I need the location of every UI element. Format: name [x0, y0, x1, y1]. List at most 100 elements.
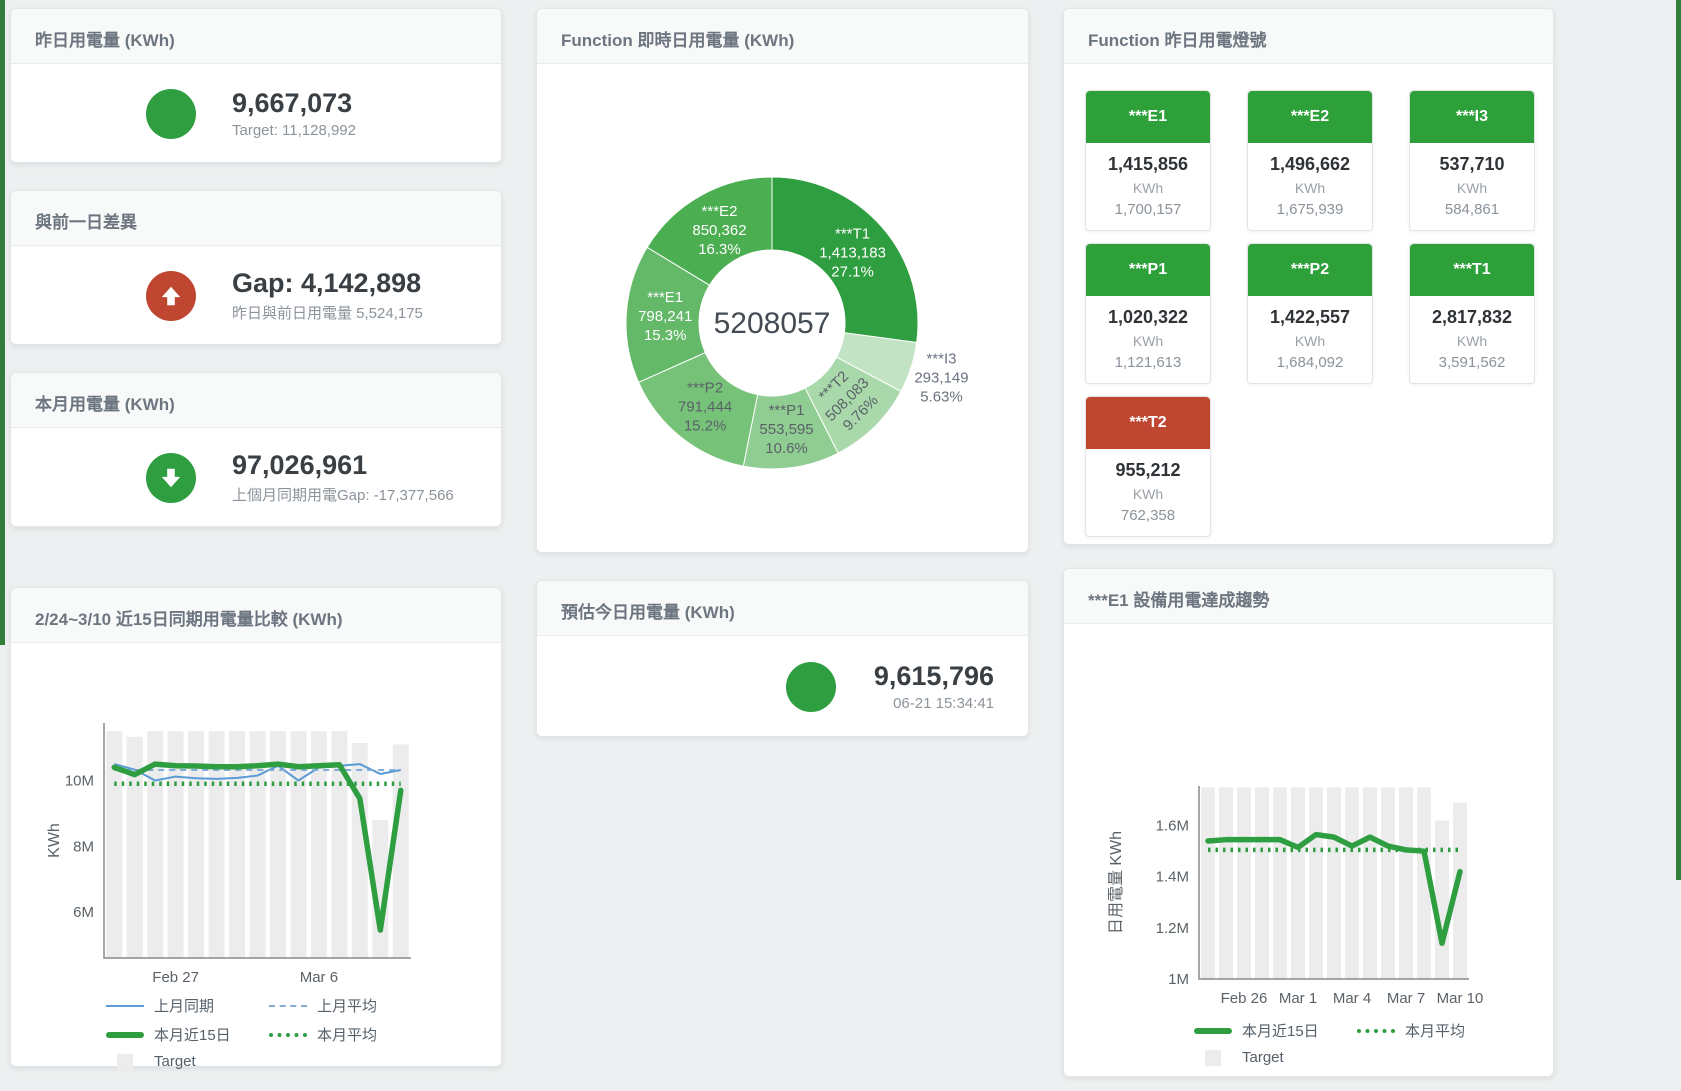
- tile-status-header: ***E2: [1248, 91, 1372, 143]
- svg-text:798,241: 798,241: [638, 308, 692, 325]
- svg-text:Mar 6: Mar 6: [300, 969, 338, 986]
- card-body: 97,026,961 上個月同期用電Gap: -17,377,566: [11, 428, 501, 527]
- status-circle-icon: [146, 88, 196, 139]
- donut-slice-E2[interactable]: [646, 176, 773, 286]
- svg-text:1.6M: 1.6M: [1156, 818, 1189, 835]
- legend-label: Target: [154, 1053, 196, 1070]
- compare-line-chart: 6M 8M 10M Feb 27 Mar 6 KWh: [46, 723, 411, 986]
- svg-text:Mar 10: Mar 10: [1437, 990, 1484, 1007]
- card-body: ***E1 1,415,856 KWh 1,700,157 ***E2 1,496,662…: [1064, 64, 1553, 537]
- card-realtime-donut: Function 即時日用電量 (KWh) ***T1 1,413,183 27.1…: [536, 8, 1029, 553]
- tile-value: 537,710: [1439, 154, 1505, 174]
- light-tile-I3: ***I3 537,710 KWh 584,861: [1409, 90, 1535, 231]
- svg-text:791,444: 791,444: [678, 399, 732, 416]
- svg-text:Mar 7: Mar 7: [1387, 990, 1425, 1007]
- svg-text:日用電量 KWh: 日用電量 KWh: [1108, 831, 1125, 934]
- svg-text:850,362: 850,362: [692, 222, 746, 239]
- tile-status-header: ***T2: [1086, 397, 1210, 449]
- svg-text:1.2M: 1.2M: [1156, 920, 1189, 937]
- card-estimate-today: 預估今日用電量 (KWh) 9,615,796 06-21 15:34:41: [536, 580, 1029, 737]
- svg-text:***E2: ***E2: [702, 203, 738, 220]
- kpi-subtitle: Target: 11,128,992: [232, 122, 356, 140]
- tile-body: 955,212 KWh 762,358: [1086, 449, 1210, 536]
- svg-text:1,413,183: 1,413,183: [819, 245, 886, 262]
- light-tile-E2: ***E2 1,496,662 KWh 1,675,939: [1247, 90, 1373, 231]
- light-tile-E1: ***E1 1,415,856 KWh 1,700,157: [1085, 90, 1211, 231]
- tile-unit: KWh: [1456, 180, 1488, 196]
- card-title: 本月用電量 (KWh): [11, 373, 501, 428]
- legend-item-本月平均[interactable]: 本月平均: [1357, 1020, 1520, 1041]
- light-tile-P2: ***P2 1,422,557 KWh 1,684,092: [1247, 243, 1373, 384]
- tile-target: 3,591,562: [1438, 354, 1506, 371]
- dashboard-grid: 昨日用電量 (KWh) 9,667,073 Target: 11,128,992…: [10, 8, 1554, 1077]
- svg-text:Feb 26: Feb 26: [1221, 990, 1268, 1007]
- middle-column: Function 即時日用電量 (KWh) ***T1 1,413,183 27.1…: [536, 8, 1029, 1077]
- down-arrow-icon: [146, 452, 196, 503]
- right-column: Function 昨日用電燈號 ***E1 1,415,856 KWh 1,700,1…: [1063, 8, 1554, 1077]
- donut-slice-T1[interactable]: [771, 176, 919, 344]
- svg-text:15.2%: 15.2%: [684, 418, 727, 435]
- tile-unit: KWh: [1294, 180, 1326, 196]
- legend-item-本月近15日[interactable]: 本月近15日: [1194, 1020, 1357, 1041]
- kpi-value: 9,667,073: [232, 87, 353, 118]
- svg-text:***E1: ***E1: [647, 289, 683, 306]
- legend-swatch-icon: [1357, 1028, 1395, 1033]
- tile-body: 2,817,832 KWh 3,591,562: [1410, 296, 1534, 383]
- svg-text:293,149: 293,149: [914, 369, 968, 386]
- svg-text:1M: 1M: [1168, 971, 1189, 988]
- card-yesterday-usage: 昨日用電量 (KWh) 9,667,073 Target: 11,128,992: [10, 8, 502, 163]
- svg-text:Mar 1: Mar 1: [1279, 990, 1317, 1007]
- card-title: 與前一日差異: [11, 191, 501, 246]
- kpi-value: Gap: 4,142,898: [232, 267, 422, 298]
- svg-text:10.6%: 10.6%: [765, 440, 808, 457]
- legend-label: 上月同期: [154, 998, 215, 1015]
- card-body: 9,615,796 06-21 15:34:41: [537, 636, 1028, 737]
- legend-item-上月同期[interactable]: 上月同期: [106, 995, 269, 1016]
- legend-swatch-icon: [106, 1004, 144, 1007]
- light-tile-T1: ***T1 2,817,832 KWh 3,591,562: [1409, 243, 1535, 384]
- tile-body: 537,710 KWh 584,861: [1410, 143, 1534, 230]
- donut-slice-label: ***P1 553,595 10.6%: [759, 402, 813, 457]
- donut-slice-label: ***P2 791,444 15.2%: [678, 380, 732, 435]
- series-上月同期: [113, 763, 401, 782]
- legend-item-上月平均[interactable]: 上月平均: [269, 995, 432, 1016]
- card-month-usage: 本月用電量 (KWh) 97,026,961 上個月同期用電Gap: -17,3…: [10, 372, 502, 527]
- donut-slice-label: ***E2 850,362 16.3%: [692, 203, 746, 258]
- tile-unit: KWh: [1132, 486, 1164, 502]
- svg-text:8M: 8M: [73, 838, 94, 855]
- donut-slice-label: ***I3 293,149 5.63%: [914, 350, 968, 405]
- legend-item-Target[interactable]: Target: [1194, 1049, 1357, 1066]
- card-lights-panel: Function 昨日用電燈號 ***E1 1,415,856 KWh 1,700,1…: [1063, 8, 1554, 545]
- svg-text:***T1: ***T1: [835, 226, 870, 243]
- svg-text:5.63%: 5.63%: [920, 388, 963, 405]
- light-tile-P1: ***P1 1,020,322 KWh 1,121,613: [1085, 243, 1211, 384]
- svg-text:553,595: 553,595: [759, 421, 813, 438]
- tile-body: 1,422,557 KWh 1,684,092: [1248, 296, 1372, 383]
- card-title: ***E1 設備用電達成趨勢: [1064, 569, 1553, 624]
- right-edge-strip: [1676, 0, 1681, 880]
- svg-text:15.3%: 15.3%: [644, 327, 687, 344]
- card-title: 2/24~3/10 近15日同期用電量比較 (KWh): [11, 588, 501, 643]
- legend-item-本月平均[interactable]: 本月平均: [269, 1024, 432, 1045]
- legend-swatch-icon: [1205, 1049, 1221, 1066]
- tile-target: 1,684,092: [1276, 354, 1344, 371]
- tile-target: 762,358: [1120, 507, 1176, 524]
- card-title: Function 昨日用電燈號: [1064, 9, 1553, 64]
- left-column: 昨日用電量 (KWh) 9,667,073 Target: 11,128,992…: [10, 8, 502, 1077]
- legend-swatch-icon: [117, 1053, 133, 1070]
- tile-body: 1,496,662 KWh 1,675,939: [1248, 143, 1372, 230]
- left-edge-strip: [0, 0, 5, 645]
- legend-item-Target[interactable]: Target: [106, 1053, 269, 1070]
- card-trend-chart: ***E1 設備用電達成趨勢 1M 1.2M 1.4M 1.6M Feb 26 Mar 1…: [1063, 568, 1554, 1077]
- legend-item-本月近15日[interactable]: 本月近15日: [106, 1024, 269, 1045]
- legend-label: Target: [1242, 1049, 1284, 1066]
- kpi-subtitle: 昨日與前日用電量 5,524,175: [232, 305, 423, 323]
- tile-body: 1,415,856 KWh 1,700,157: [1086, 143, 1210, 230]
- donut-slice-label: ***T1 1,413,183 27.1%: [819, 226, 886, 281]
- tile-value: 2,817,832: [1431, 307, 1513, 327]
- card-compare-chart: 2/24~3/10 近15日同期用電量比較 (KWh) 6M 8M 10M Feb 2…: [10, 587, 502, 1070]
- svg-text:27.1%: 27.1%: [831, 264, 874, 281]
- realtime-donut-chart: ***T1 1,413,183 27.1% ***I3 293,149 5.63% ***T…: [625, 176, 969, 470]
- legend-swatch-icon: [269, 1004, 307, 1007]
- tile-value: 1,020,322: [1107, 307, 1189, 327]
